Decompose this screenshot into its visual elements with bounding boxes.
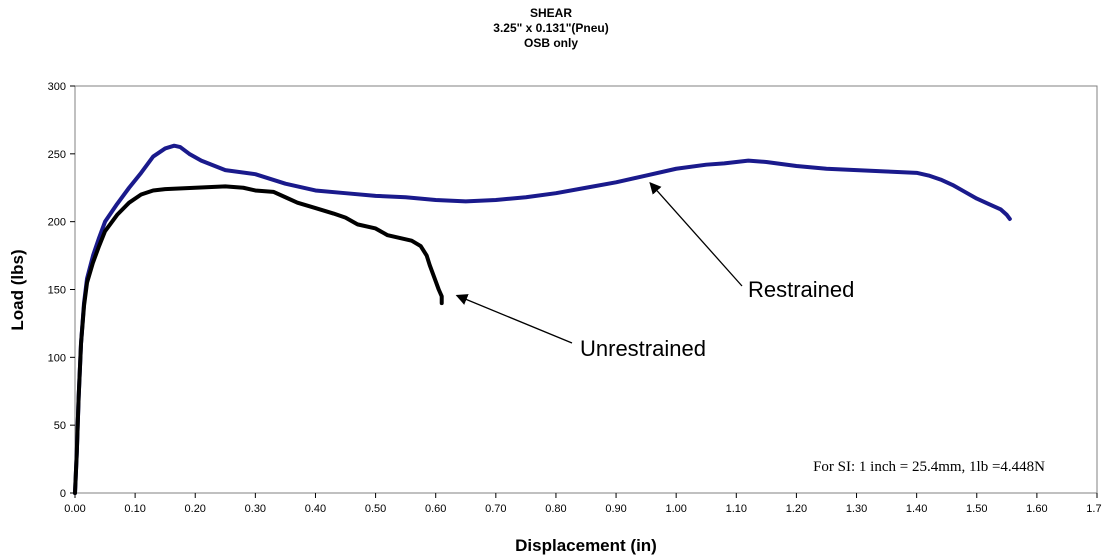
x-tick-label: 0.60 bbox=[425, 503, 446, 515]
y-axis-title: Load (lbs) bbox=[8, 249, 27, 330]
annotation-unrestrained-label: Unrestrained bbox=[580, 336, 706, 361]
y-tick-label: 300 bbox=[48, 81, 66, 93]
y-tick-label: 150 bbox=[48, 285, 66, 297]
si-conversion-note: For SI: 1 inch = 25.4mm, 1lb =4.448N bbox=[813, 459, 1045, 475]
annotation-restrained-label: Restrained bbox=[748, 277, 854, 302]
x-tick-label: 1.40 bbox=[906, 503, 927, 515]
y-tick-label: 200 bbox=[48, 217, 66, 229]
x-tick-label: 0.30 bbox=[245, 503, 266, 515]
plot-area-frame bbox=[74, 85, 1098, 494]
x-tick-label: 0.80 bbox=[545, 503, 566, 515]
x-axis: 0.00 0.10 0.20 0.30 0.40 0.50 0.60 0.70 0.80 0.90… bbox=[64, 493, 1102, 515]
y-tick-label: 250 bbox=[48, 149, 66, 161]
x-tick-label: 0.90 bbox=[605, 503, 626, 515]
y-tick-label: 0 bbox=[60, 488, 66, 500]
x-tick-label: 1.30 bbox=[846, 503, 867, 515]
chart-title: SHEAR bbox=[529, 6, 572, 20]
x-tick-label: 0.10 bbox=[124, 503, 145, 515]
x-tick-label: 0.20 bbox=[185, 503, 206, 515]
x-tick-label: 1.00 bbox=[665, 503, 686, 515]
series-layer bbox=[73, 143, 1012, 495]
x-tick-label: 1.50 bbox=[966, 503, 987, 515]
annotation-layer: Restrained Unrestrained bbox=[455, 182, 854, 361]
chart-subtitle-line-2: OSB only bbox=[523, 36, 578, 50]
x-axis-title: Displacement (in) bbox=[515, 536, 657, 555]
y-axis: 0 50 100 150 200 250 300 bbox=[48, 81, 75, 500]
x-tick-label: 0.50 bbox=[365, 503, 386, 515]
y-tick-label: 100 bbox=[48, 352, 66, 364]
chart-title-block: SHEAR 3.25" x 0.131"(Pneu) OSB only bbox=[0, 6, 1102, 51]
y-tick-label: 50 bbox=[54, 420, 66, 432]
x-tick-label: 0.70 bbox=[485, 503, 506, 515]
x-tick-label: 1.60 bbox=[1026, 503, 1047, 515]
series-line-unrestrained bbox=[73, 184, 444, 495]
x-tick-label: 0.00 bbox=[64, 503, 85, 515]
x-tick-label: 1.10 bbox=[726, 503, 747, 515]
annotation-unrestrained-arrow bbox=[455, 294, 573, 344]
series-line-restrained bbox=[73, 143, 1012, 495]
x-tick-label: 1.20 bbox=[786, 503, 807, 515]
x-tick-label: 1.70 bbox=[1086, 503, 1102, 515]
chart-subtitle-line-1: 3.25" x 0.131"(Pneu) bbox=[493, 21, 609, 35]
annotation-restrained-arrow bbox=[649, 182, 743, 287]
x-tick-label: 0.40 bbox=[305, 503, 326, 515]
